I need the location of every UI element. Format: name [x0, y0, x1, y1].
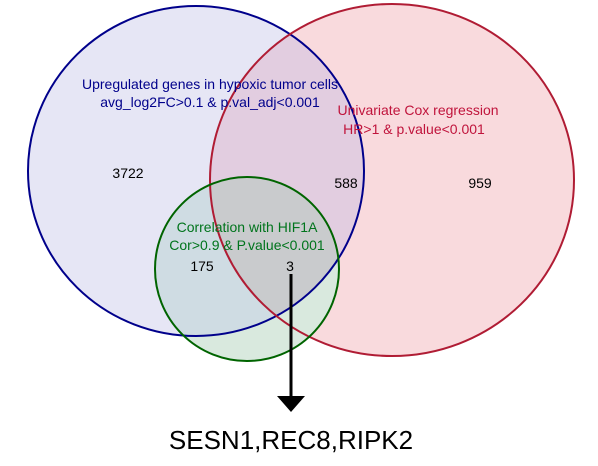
count-hypoxic-cox: 588 [334, 175, 358, 191]
count-hypoxic-only: 3722 [112, 165, 143, 181]
cox-set-criteria: HR>1 & p.value<0.001 [343, 121, 485, 137]
hypoxic-set-outline [27, 5, 365, 337]
result-arrow-head [277, 396, 305, 412]
hypoxic-set-title: Upregulated genes in hypoxic tumor cells [82, 76, 338, 92]
hif1a-set-criteria: Cor>0.9 & P.value<0.001 [169, 237, 325, 253]
hif1a-set-outline [154, 176, 340, 362]
cox-set-title: Univariate Cox regression [337, 102, 498, 118]
count-hypoxic-hif1a: 175 [190, 258, 214, 274]
cox-set-outline [209, 3, 575, 357]
count-all-three: 3 [286, 258, 294, 274]
hypoxic-set-criteria: avg_log2FC>0.1 & p.val_adj<0.001 [100, 94, 320, 110]
hif1a-set-title: Correlation with HIF1A [177, 219, 318, 235]
count-cox-only: 959 [468, 175, 492, 191]
result-gene-list: SESN1,REC8,RIPK2 [169, 425, 413, 455]
